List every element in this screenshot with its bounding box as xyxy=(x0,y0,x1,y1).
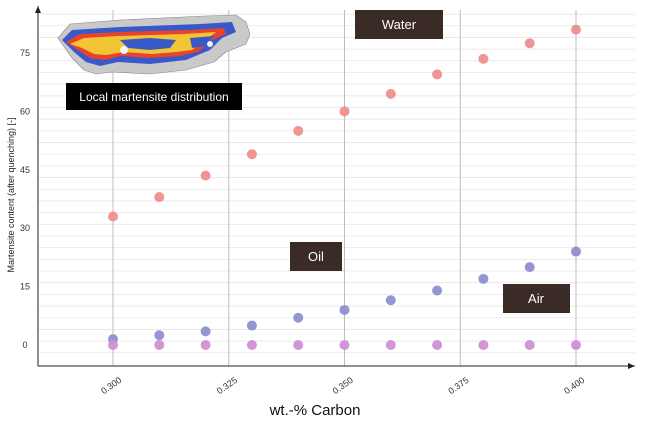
x-tick-label: 0.400 xyxy=(562,375,586,396)
data-point xyxy=(571,246,581,257)
inset-part-image xyxy=(57,14,251,75)
water-label: Water xyxy=(382,17,417,32)
inset-caption-box xyxy=(66,83,242,110)
data-point xyxy=(293,125,304,136)
data-point xyxy=(478,340,489,350)
y-axis-arrow xyxy=(35,6,41,13)
data-point xyxy=(524,340,535,350)
data-point xyxy=(293,340,304,350)
data-point xyxy=(339,340,350,350)
y-axis-label: Martensite content (after quenching) [-] xyxy=(6,117,16,272)
series-oil xyxy=(108,246,581,345)
data-point xyxy=(478,53,489,64)
axes xyxy=(35,6,635,369)
data-point xyxy=(200,340,211,350)
data-point xyxy=(154,192,165,203)
data-point xyxy=(200,170,211,181)
y-tick-label: 75 xyxy=(20,48,30,58)
y-tick-label: 15 xyxy=(20,282,30,292)
water-label-box xyxy=(355,10,443,39)
x-tick-label: 0.300 xyxy=(99,375,123,396)
series-water xyxy=(108,24,581,222)
x-tick-label: 0.350 xyxy=(331,375,355,396)
data-point xyxy=(432,285,443,296)
data-point xyxy=(571,24,581,35)
data-point xyxy=(108,211,118,222)
y-tick-label: 0 xyxy=(22,340,27,350)
oil-label: Oil xyxy=(308,249,324,264)
x-tick-label: 0.325 xyxy=(215,375,239,396)
data-point xyxy=(524,262,535,273)
data-point xyxy=(432,340,443,350)
inset-caption: Local martensite distribution xyxy=(79,90,228,104)
data-point xyxy=(385,340,396,350)
air-label-box xyxy=(503,284,570,313)
data-point xyxy=(108,340,118,350)
series-air xyxy=(108,340,581,350)
data-point xyxy=(246,340,257,350)
data-point xyxy=(478,273,489,284)
data-point xyxy=(385,88,396,99)
x-axis-arrow xyxy=(628,363,635,369)
data-point xyxy=(246,149,257,160)
data-point xyxy=(385,295,396,306)
y-tick-label: 45 xyxy=(20,165,30,175)
data-point xyxy=(154,340,165,350)
data-point xyxy=(339,106,350,117)
x-tick-label: 0.375 xyxy=(446,375,470,396)
data-point xyxy=(432,69,443,80)
data-point xyxy=(524,38,535,49)
data-point xyxy=(246,320,257,331)
data-points xyxy=(108,24,581,350)
y-tick-label: 30 xyxy=(20,223,30,233)
data-point xyxy=(200,326,211,337)
grid xyxy=(38,10,635,366)
data-point xyxy=(154,330,165,341)
oil-label-box xyxy=(290,242,342,271)
data-point xyxy=(293,312,304,323)
data-point xyxy=(571,340,581,350)
air-label: Air xyxy=(528,291,545,306)
y-tick-label: 60 xyxy=(20,106,30,116)
data-point xyxy=(339,304,350,315)
x-axis-label: wt.-% Carbon xyxy=(269,402,361,419)
